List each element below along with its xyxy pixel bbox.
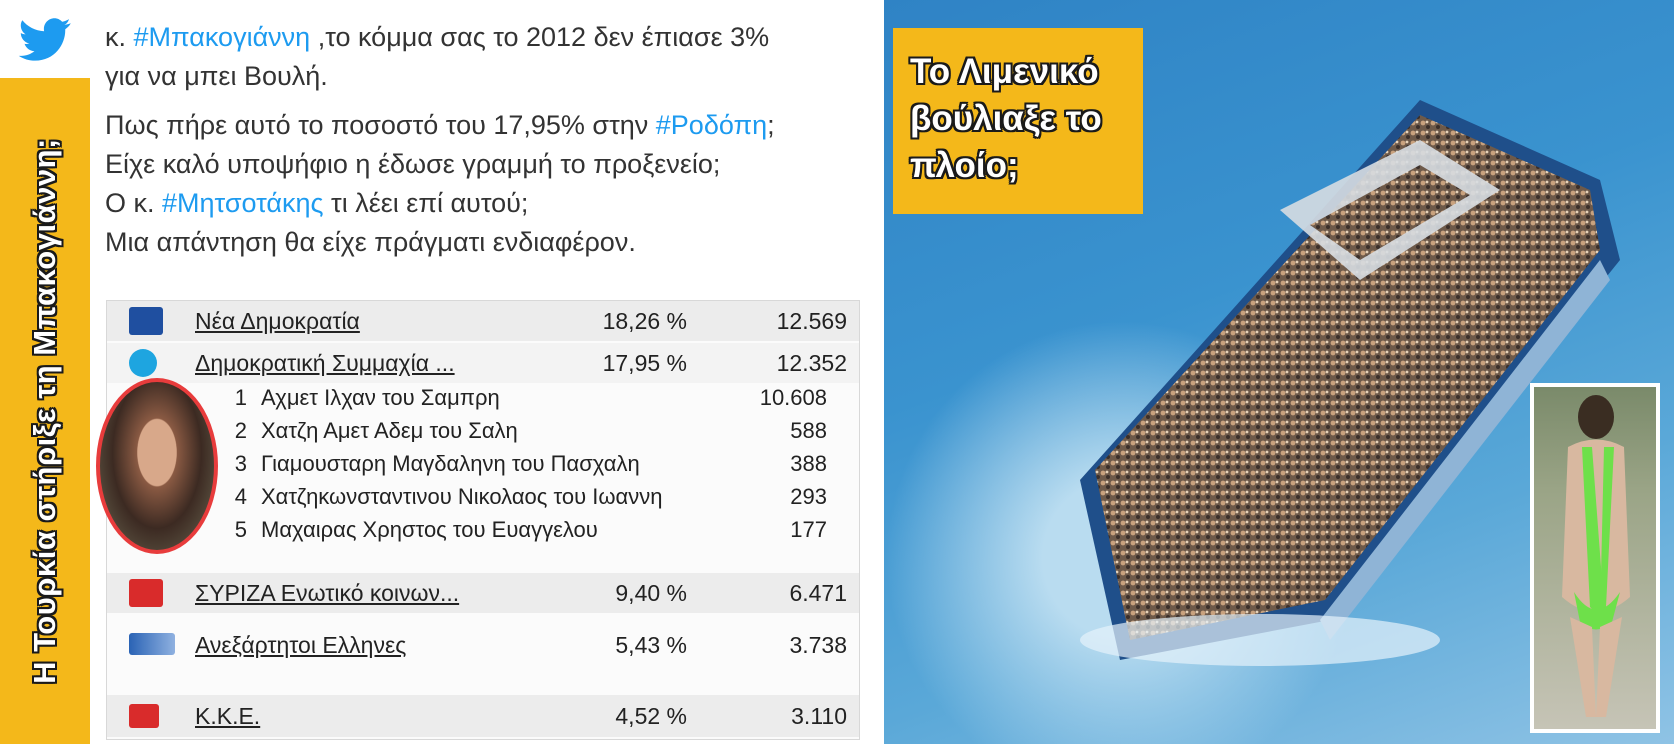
tweet-text-segment: Πως πήρε αυτό το ποσοστό του 17,95% στην [105, 110, 656, 140]
party-logo-icon [129, 704, 159, 728]
candidate-votes: 388 [790, 451, 827, 476]
tweet-line-3: Πως πήρε αυτό το ποσοστό του 17,95% στην… [105, 106, 865, 145]
party-logo-icon [129, 307, 163, 335]
party-votes: 3.738 [789, 632, 847, 658]
party-logo-icon [129, 349, 157, 377]
party-votes: 12.569 [776, 308, 847, 334]
caption-line: βούλιαξε το [910, 99, 1102, 138]
party-percentage: 17,95 % [602, 350, 687, 376]
party-percentage: 9,40 % [615, 580, 687, 606]
party-votes: 3.110 [791, 703, 847, 729]
party-percentage: 4,52 % [615, 703, 687, 729]
candidate-name: Μαχαιρας Χρηστος του Ευαγγελου [261, 517, 598, 542]
photo-caption: Το Λιμενικό βούλιαξε το πλοίο; [910, 48, 1140, 189]
tweet-line-6: Μια απάντηση θα είχε πράγματι ενδιαφέρον… [105, 227, 636, 257]
tweet-line-4: Είχε καλό υποψήφιο η έδωσε γραμμή το προ… [105, 149, 721, 179]
candidate-row: 4 Χατζηκωνσταντινου Νικολαος του Ιωαννη … [107, 480, 859, 513]
overcrowded-boat-illustration [1080, 100, 1620, 666]
hashtag-link[interactable]: #Ροδόπη [655, 110, 768, 140]
twitter-bird-icon [18, 18, 71, 61]
candidate-name: Γιαμουσταρη Μαγδαληνη του Πασχαλη [261, 451, 640, 476]
tweet-line-1: κ. #Μπακογιάννη ,το κόμμα σας το 2012 δε… [105, 18, 865, 57]
party-row[interactable]: Ανεξάρτητοι Ελληνες 5,43 % 3.738 [107, 615, 859, 675]
candidate-rank: 1 [234, 385, 247, 410]
tweet-text-segment: τι λέει επί αυτού; [323, 188, 529, 218]
caption-line: πλοίο; [910, 146, 1019, 185]
candidate-name: Αχμετ Ιλχαν του Σαμπρη [261, 385, 500, 410]
party-row[interactable]: Δημοκρατική Συμμαχία ... 17,95 % 12.352 [107, 343, 859, 383]
caption-line: Το Λιμενικό [910, 52, 1099, 91]
party-name[interactable]: Δημοκρατική Συμμαχία ... [195, 350, 455, 376]
hashtag-link[interactable]: #Μπακογιάννη [133, 22, 311, 52]
candidate-row: 5 Μαχαιρας Χρηστος του Ευαγγελου 177 [107, 513, 859, 546]
candidate-votes: 293 [790, 484, 827, 509]
side-banner [0, 78, 90, 744]
person-figure-illustration [1562, 395, 1630, 717]
party-row[interactable]: Νέα Δημοκρατία 18,26 % 12.569 [107, 301, 859, 341]
party-votes: 12.352 [776, 350, 847, 376]
candidate-row: 1 Αχμετ Ιλχαν του Σαμπρη 10.608 [107, 381, 859, 414]
tweet-line-2: για να μπει Βουλή. [105, 61, 328, 91]
tweet-text-segment: ,το κόμμα σας το 2012 δεν έπιασε 3% [310, 22, 770, 52]
candidate-name: Χατζη Αμετ Αδεμ του Σαλη [261, 418, 518, 443]
party-votes: 6.471 [789, 580, 847, 606]
candidate-rank: 3 [234, 451, 247, 476]
party-logo-icon [129, 633, 175, 655]
party-name[interactable]: Ανεξάρτητοι Ελληνες [195, 632, 407, 658]
inset-photo [1530, 383, 1660, 733]
candidate-votes: 10.608 [759, 385, 827, 410]
candidate-rank: 2 [234, 418, 247, 443]
tweet-text-segment: ; [767, 110, 775, 140]
party-logo-icon [129, 579, 163, 607]
side-banner-text: Η Τουρκία στήριξε τη Μπακογιάννη; [27, 138, 62, 684]
party-percentage: 5,43 % [615, 632, 687, 658]
party-percentage: 18,26 % [602, 308, 687, 334]
tweet-text-segment: Ο κ. [105, 188, 163, 218]
tweet-text: κ. #Μπακογιάννη ,το κόμμα σας το 2012 δε… [105, 18, 865, 262]
party-name[interactable]: ΣΥΡΙΖΑ Ενωτικό κοινων... [195, 580, 460, 606]
party-name[interactable]: Νέα Δημοκρατία [195, 308, 360, 334]
candidate-row: 2 Χατζη Αμετ Αδεμ του Σαλη 588 [107, 414, 859, 447]
candidate-votes: 588 [790, 418, 827, 443]
tweet-text-segment: κ. [105, 22, 134, 52]
hashtag-link[interactable]: #Μητσοτάκης [162, 188, 324, 218]
twitter-logo-box [0, 0, 90, 78]
photo-caption-box [893, 28, 1143, 214]
tweet-line-5: Ο κ. #Μητσοτάκης τι λέει επί αυτού; [105, 184, 865, 223]
party-row[interactable]: ΣΥΡΙΖΑ Ενωτικό κοινων... 9,40 % 6.471 [107, 573, 859, 613]
candidate-rank: 4 [234, 484, 247, 509]
candidate-name: Χατζηκωνσταντινου Νικολαος του Ιωαννη [261, 484, 663, 509]
election-results-table: Νέα Δημοκρατία 18,26 % 12.569 Δημοκρατικ… [106, 300, 860, 740]
party-name[interactable]: Κ.Κ.Ε. [195, 703, 261, 729]
candidate-rank: 5 [234, 517, 247, 542]
candidate-row: 3 Γιαμουσταρη Μαγδαληνη του Πασχαλη 388 [107, 447, 859, 480]
party-row[interactable]: Κ.Κ.Ε. 4,52 % 3.110 [107, 695, 859, 737]
politician-portrait [96, 378, 218, 554]
candidate-votes: 177 [790, 517, 827, 542]
